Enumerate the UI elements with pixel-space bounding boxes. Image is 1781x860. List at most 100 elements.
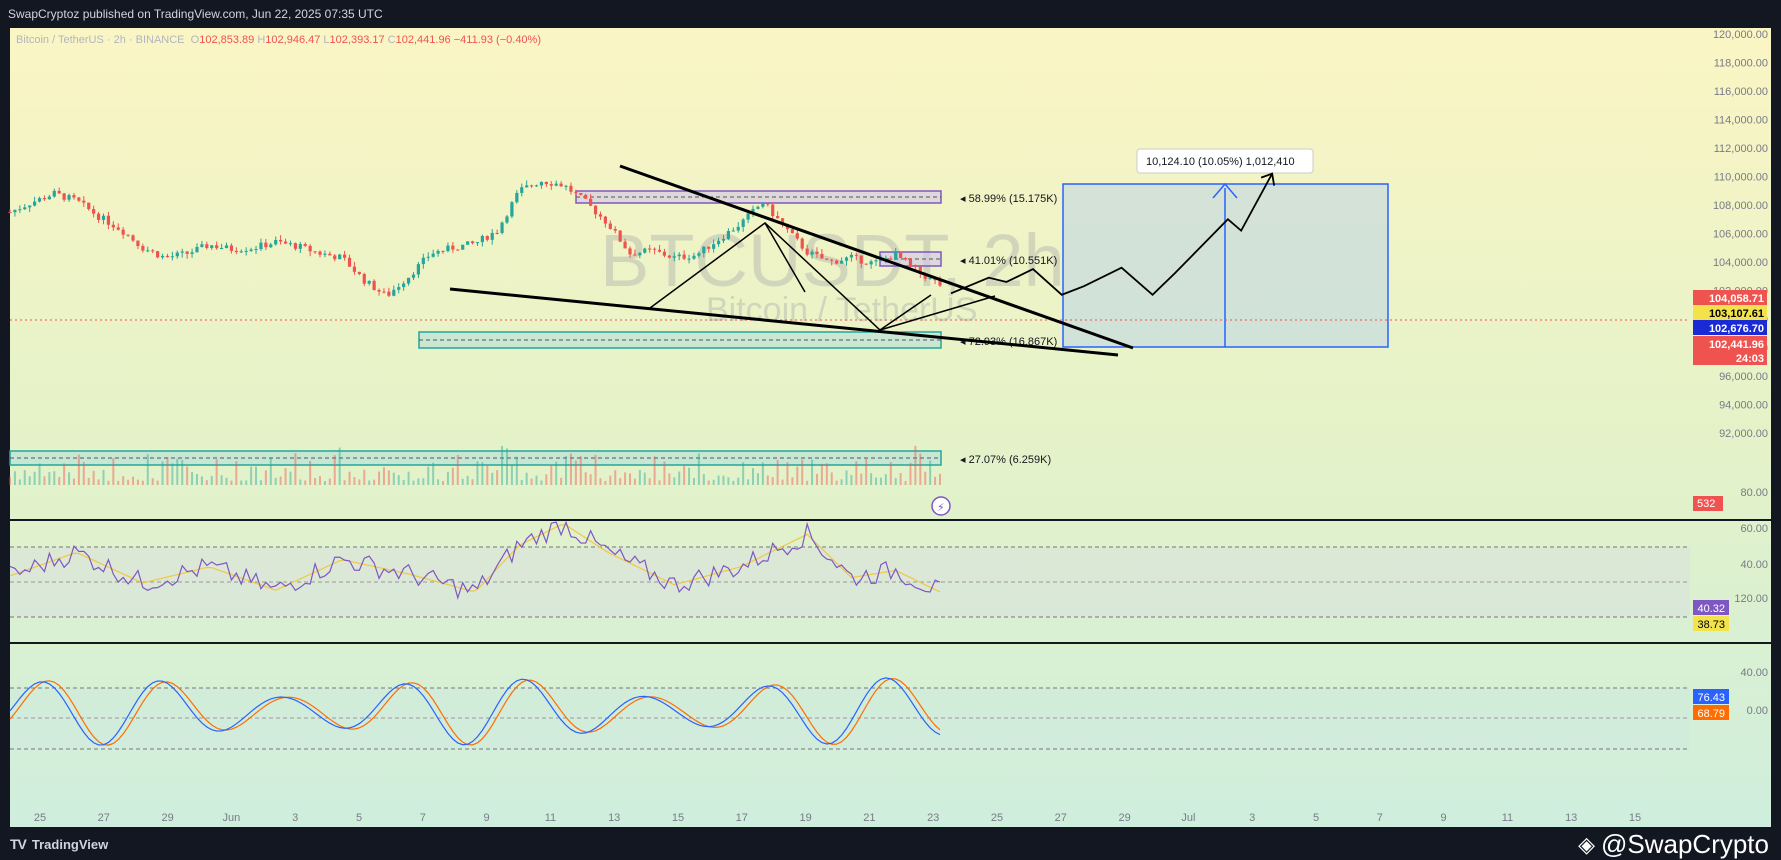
candle-body — [33, 201, 37, 206]
credit-text: @SwapCrypto — [1600, 829, 1769, 859]
volume-bar — [368, 480, 371, 485]
candle-body — [913, 265, 917, 267]
volume-bar — [653, 456, 656, 485]
candle-body — [387, 291, 391, 296]
tradingview-logo[interactable]: TV TradingView — [10, 836, 108, 852]
volume-bar — [756, 473, 759, 485]
volume-bar — [314, 477, 317, 485]
candle-body — [726, 230, 731, 239]
volume-bar — [146, 454, 149, 485]
candle-body — [101, 215, 106, 220]
volume-bar — [776, 460, 779, 485]
volume-bar — [240, 480, 243, 485]
candle-body — [121, 229, 125, 235]
volume-bar — [771, 477, 774, 485]
candle-body — [283, 241, 288, 244]
candle-body — [362, 273, 366, 284]
volume-bar — [919, 453, 922, 485]
candle-body — [229, 245, 234, 251]
time-axis[interactable]: 25 27 29 Jun 3 5 7 9 11 13 15 17 19 21 23 25 27 29 Jul 3 5 7 9… — [34, 812, 1641, 824]
volume-bar — [28, 476, 31, 485]
volume-bar — [343, 480, 346, 485]
volume-bar — [132, 476, 135, 485]
volume-bar — [43, 476, 46, 485]
stoch-tick-label: 40.00 — [1740, 667, 1768, 679]
wedge-upper-trendline[interactable] — [619, 164, 1134, 350]
candle-body — [470, 241, 475, 244]
candle-body — [830, 259, 834, 261]
stoch-tag-text: 68.79 — [1697, 708, 1725, 720]
volume-bar — [825, 463, 828, 485]
flash-icon[interactable] — [931, 496, 951, 516]
candle-body — [338, 254, 342, 260]
volume-bar — [742, 462, 745, 485]
volume-bar — [520, 479, 523, 485]
price-tag-text: 102,676.70 — [1709, 323, 1764, 335]
wedge-lower-trendline[interactable] — [449, 287, 1119, 357]
volume-bar — [200, 476, 203, 485]
candle-body — [249, 249, 253, 251]
x-tick-label: 9 — [484, 812, 490, 824]
candle-body — [667, 255, 671, 258]
volume-bar — [939, 473, 941, 485]
candle-body — [490, 232, 494, 240]
zone-label-72: ◂ 72.93% (16.867K) — [960, 336, 1057, 348]
chart-background — [0, 28, 1781, 827]
volume-bar — [378, 471, 381, 485]
candle-body — [692, 255, 696, 259]
volume-bar — [491, 472, 494, 485]
candle-body — [372, 280, 376, 291]
candle-body — [200, 244, 204, 247]
x-tick-label: 25 — [34, 812, 46, 824]
y-tick-label: 108,000.00 — [1713, 200, 1768, 212]
volume-bar — [319, 476, 321, 485]
volume-bar — [442, 480, 445, 485]
volume-bar — [136, 479, 139, 485]
brand-name: TradingView — [31, 836, 109, 852]
candle-body — [111, 224, 115, 228]
volume-bar — [855, 461, 858, 485]
rsi-tag — [1693, 600, 1729, 615]
candle-body — [908, 259, 913, 266]
zone-label-58: ◂ 58.99% (15.175K) — [960, 193, 1057, 205]
volume-bar — [668, 473, 671, 485]
volume-bar — [702, 474, 705, 485]
footer-bar: TV TradingView ◈ @SwapCrypto — [0, 827, 1781, 859]
candle-body — [835, 260, 839, 264]
x-tick-label: 29 — [161, 812, 173, 824]
volume-bar — [107, 480, 110, 485]
candle-body — [406, 277, 411, 284]
target-box[interactable] — [1062, 182, 1389, 348]
candle-body — [210, 245, 214, 248]
candle-body — [682, 254, 686, 259]
candle-body — [116, 227, 120, 230]
volume-bar — [889, 462, 892, 485]
candle-body — [436, 250, 440, 254]
volume-bar — [358, 479, 361, 485]
volume-bar — [786, 462, 789, 485]
volume-bar — [692, 477, 695, 485]
volume-bar — [614, 470, 617, 485]
volume-bar — [87, 477, 90, 485]
volume-bar — [633, 478, 636, 485]
candle-body — [461, 244, 465, 250]
price-tag — [1693, 305, 1767, 320]
volume-bar — [122, 476, 125, 485]
x-tick-label: 23 — [927, 812, 939, 824]
candle-body — [446, 245, 450, 252]
volume-bar — [259, 480, 262, 485]
candle-body — [795, 233, 799, 239]
x-tick-label: 7 — [420, 812, 426, 824]
x-tick-label: 17 — [736, 812, 748, 824]
chart-canvas[interactable]: BTCUSDT, 2h Bitcoin / TetherUS 10,124.10… — [0, 28, 1781, 827]
candle-body — [869, 261, 873, 265]
volume-bar — [476, 461, 479, 485]
volume-bar — [481, 462, 484, 485]
candle-body — [593, 205, 598, 215]
candle-body — [67, 195, 71, 200]
candle-body — [569, 185, 573, 192]
x-tick-label: 25 — [991, 812, 1003, 824]
target-label: 10,124.10 (10.05%) 1,012,410 — [1146, 156, 1295, 168]
candle-body — [72, 195, 76, 198]
candle-body — [564, 185, 568, 187]
